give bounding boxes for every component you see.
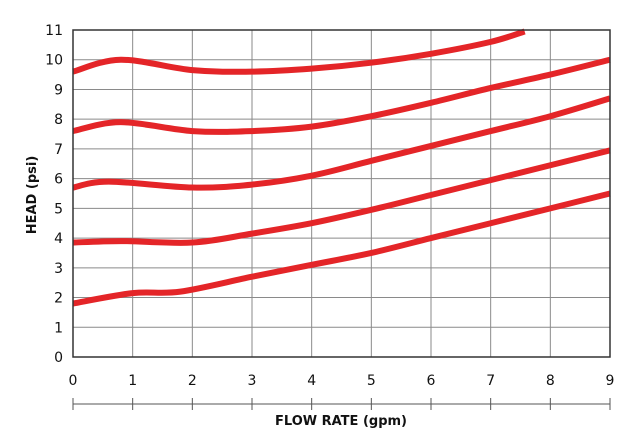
y-tick-labels: 0 1 2 3 4 5 6 7 8 9 10 11 — [45, 23, 63, 366]
y-tick-label: 9 — [54, 82, 63, 98]
y-tick-label: 5 — [54, 201, 63, 217]
x-tick-label: 9 — [606, 373, 615, 389]
x-tick-label: 1 — [128, 373, 137, 389]
x-tick-label: 6 — [427, 373, 436, 389]
y-tick-label: 11 — [45, 23, 63, 39]
series-lines — [72, 28, 611, 307]
x-tick-label: 4 — [307, 373, 316, 389]
y-tick-label: 6 — [54, 172, 63, 188]
x-tick-label: 3 — [248, 373, 257, 389]
y-axis-label: HEAD (psi) — [25, 156, 40, 235]
x-tick-label: 0 — [69, 373, 78, 389]
plot-frame — [72, 29, 611, 358]
x-tick-label: 5 — [367, 373, 376, 389]
x-tick-labels: 0 1 2 3 4 5 6 7 8 9 — [69, 373, 615, 389]
y-tick-label: 3 — [54, 261, 63, 277]
x-tick-label: 7 — [486, 373, 495, 389]
y-tick-label: 2 — [54, 291, 63, 307]
y-tick-label: 0 — [54, 350, 63, 366]
y-tick-label: 1 — [54, 320, 63, 336]
x-tick-label: 8 — [546, 373, 555, 389]
series-line-1 — [72, 28, 526, 75]
y-tick-label: 10 — [45, 53, 63, 69]
y-tick-label: 4 — [54, 231, 63, 247]
y-tick-label: 7 — [54, 142, 63, 158]
series-line-5 — [72, 190, 611, 307]
y-tick-label: 8 — [54, 112, 63, 128]
series-line-2 — [72, 56, 611, 135]
series-line-4 — [72, 147, 611, 246]
x-scale-bar — [72, 398, 611, 410]
series-line-3 — [72, 95, 611, 191]
x-axis-label: FLOW RATE (gpm) — [275, 414, 407, 429]
x-tick-label: 2 — [188, 373, 197, 389]
